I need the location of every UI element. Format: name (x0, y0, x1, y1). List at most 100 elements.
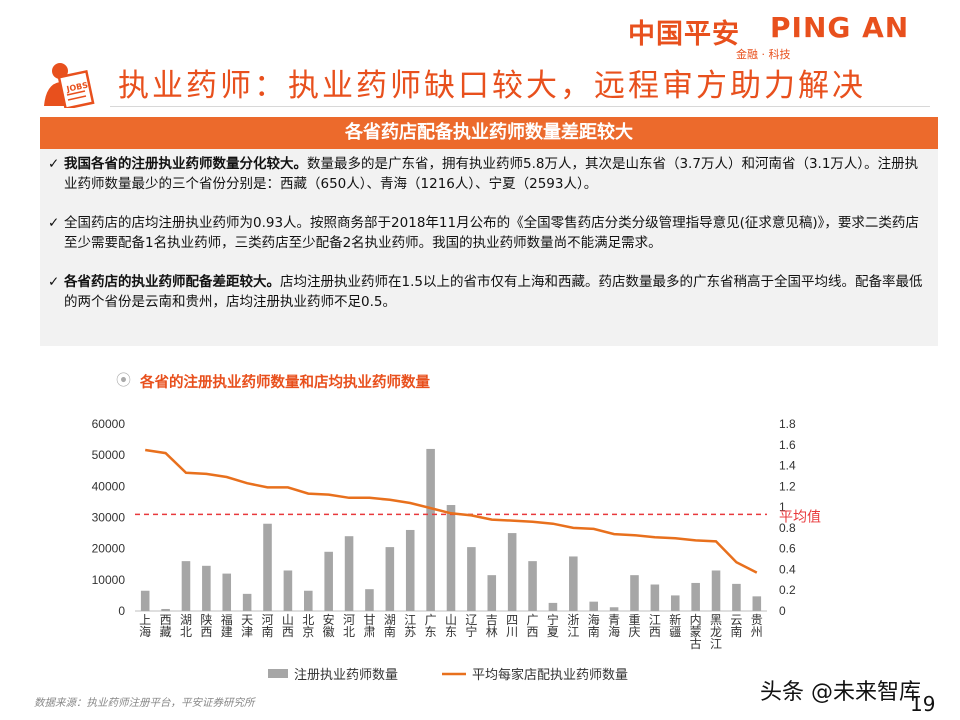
x-tick-label: 山东 (445, 613, 457, 639)
x-tick-label: 广东 (425, 613, 437, 639)
x-tick-label: 天津 (241, 613, 253, 639)
brand-logo-cn: 中国平安 (628, 19, 740, 50)
x-tick-label: 江苏 (404, 613, 416, 639)
x-tick-label: 河南 (262, 613, 274, 639)
bar (242, 593, 252, 611)
bar (446, 505, 456, 611)
x-tick-label: 海南 (588, 612, 600, 639)
y-right-tick-label: 0.4 (779, 562, 796, 576)
bar (711, 570, 721, 611)
bar (202, 565, 211, 611)
bar (283, 570, 293, 611)
bullet-1-bold: 我国各省的注册执业药师数量分化较大。 (64, 156, 307, 172)
y-left-tick-label: 20000 (92, 542, 126, 556)
y-right-tick-label: 1.2 (779, 479, 796, 493)
x-tick-label: 江西 (649, 613, 661, 639)
y-right-tick-label: 1.4 (779, 459, 796, 473)
y-right-tick-label: 0.8 (779, 521, 796, 535)
bar (630, 575, 639, 611)
bar (670, 595, 680, 611)
x-tick-label: 安徽 (323, 612, 335, 639)
legend-label-bars: 注册执业药师数量 (294, 668, 398, 683)
y-left-tick-label: 50000 (92, 448, 126, 462)
y-left-tick-label: 30000 (92, 511, 126, 525)
data-source: 数据来源：执业药师注册平台，平安证券研究所 (34, 697, 255, 709)
title-row: JOBS 执业药师：执业药师缺口较大，远程审方助力解决 (0, 56, 960, 112)
summary-panel: ✓ 我国各省的注册执业药师数量分化较大。数量最多的是广东省，拥有执业药师5.8万… (40, 149, 938, 346)
bar (324, 551, 333, 611)
x-tick-label: 云南 (730, 613, 742, 639)
check-icon: ✓ (48, 274, 60, 290)
x-tick-label: 重庆 (628, 613, 640, 639)
bar (161, 608, 170, 611)
x-tick-label: 宁夏 (547, 612, 559, 639)
x-tick-label: 辽宁 (465, 613, 477, 639)
bar (732, 583, 741, 611)
bar (569, 556, 578, 611)
bar (385, 547, 395, 611)
bar (467, 547, 476, 611)
bar (507, 533, 517, 611)
check-icon: ✓ (48, 156, 60, 172)
x-tick-label: 北京 (302, 613, 314, 639)
page-number: 19 (910, 692, 936, 716)
bullet-1-text: 数量最多的是广东省，拥有执业药师5.8万人，其次是山东省（3.7万人）和河南省（… (64, 156, 919, 192)
bullet-3: ✓ 各省药店的执业药师配备差距较大。店均注册执业药师在1.5以上的省市仅有上海和… (48, 272, 930, 312)
bar (548, 602, 558, 611)
x-tick-label: 新疆 (669, 612, 681, 639)
bullet-3-text: 店均注册执业药师在1.5以上的省市仅有上海和西藏。药店数量最多的广东省稍高于全国… (64, 274, 923, 310)
page-title: 执业药师：执业药师缺口较大，远程审方助力解决 (118, 68, 866, 104)
bar (140, 590, 150, 611)
bullet-1: ✓ 我国各省的注册执业药师数量分化较大。数量最多的是广东省，拥有执业药师5.8万… (48, 154, 930, 194)
y-left-tick-label: 10000 (92, 573, 126, 587)
chart-title: 各省的注册执业药师数量和店均执业药师数量 (140, 374, 430, 391)
y-left-tick-label: 60000 (92, 417, 126, 431)
line-series-avg-pharmacists (145, 448, 758, 574)
bar (528, 561, 537, 611)
x-tick-label: 湖南 (384, 612, 396, 639)
bar (589, 601, 598, 611)
x-tick-label: 四川 (506, 613, 518, 639)
bar (222, 573, 232, 611)
y-left-tick-label: 0 (118, 604, 125, 618)
x-tick-label: 内蒙古 (690, 613, 702, 651)
average-reference-label: 平均值 (779, 509, 821, 525)
x-tick-label: 广西 (527, 613, 539, 639)
bar (691, 582, 700, 611)
bullet-2-text: 全国药店的店均注册执业药师为0.93人。按照商务部于2018年11月公布的《全国… (64, 215, 919, 251)
y-right-tick-label: 1.8 (779, 417, 796, 431)
x-tick-label: 湖北 (180, 612, 192, 639)
x-tick-label: 河北 (343, 613, 355, 639)
x-tick-label: 上海 (139, 613, 151, 639)
bar (344, 536, 354, 611)
bar (405, 529, 415, 611)
x-tick-label: 甘肃 (363, 613, 375, 639)
x-tick-label: 福建 (221, 612, 233, 639)
title-divider (110, 106, 930, 107)
brand-logo-en: PING AN (770, 11, 910, 44)
check-icon: ✓ (48, 215, 60, 231)
legend-swatch-bars (268, 669, 288, 678)
section-banner: 各省药店配备执业药师数量差距较大 (40, 117, 938, 149)
x-tick-label: 吉林 (486, 613, 498, 639)
legend-label-line: 平均每家店配执业药师数量 (472, 667, 628, 683)
bullet-3-bold: 各省药店的执业药师配备差距较大。 (64, 274, 280, 290)
x-tick-label: 贵州 (751, 613, 763, 639)
bar (365, 589, 374, 611)
chart-title-icon: ⦿ (116, 371, 132, 389)
x-tick-label: 青海 (608, 613, 620, 639)
watermark: 头条 @未来智库 (760, 680, 921, 705)
brand-logo-sub: 金融 · 科技 (736, 48, 791, 61)
y-right-tick-label: 0.6 (779, 542, 796, 556)
x-tick-label: 黑龙江 (710, 613, 722, 651)
x-tick-label: 西藏 (160, 613, 172, 639)
bar (487, 575, 497, 611)
x-tick-label: 陕西 (200, 612, 212, 639)
bar (650, 584, 660, 611)
y-right-tick-label: 0 (779, 604, 786, 618)
bar (426, 448, 435, 611)
y-left-tick-label: 40000 (92, 479, 126, 493)
x-tick-label: 山西 (282, 613, 294, 639)
bullet-2: ✓ 全国药店的店均注册执业药师为0.93人。按照商务部于2018年11月公布的《… (48, 213, 930, 253)
y-right-tick-label: 0.2 (779, 583, 796, 597)
